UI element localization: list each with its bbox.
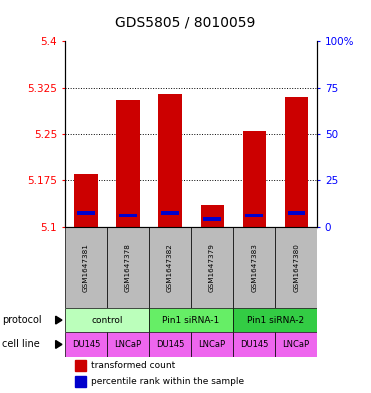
Bar: [246, 214, 263, 217]
Bar: [285, 97, 308, 227]
Text: DU145: DU145: [72, 340, 100, 349]
Bar: [75, 360, 86, 371]
Bar: [243, 131, 266, 227]
Text: LNCaP: LNCaP: [114, 340, 142, 349]
Bar: [275, 332, 317, 356]
Bar: [203, 217, 221, 220]
Bar: [161, 211, 179, 215]
Bar: [107, 227, 149, 308]
Bar: [116, 100, 139, 227]
Text: cell line: cell line: [2, 340, 40, 349]
Text: Pin1 siRNA-2: Pin1 siRNA-2: [247, 316, 304, 325]
Bar: [65, 227, 107, 308]
Bar: [65, 332, 107, 356]
Bar: [288, 211, 305, 215]
Bar: [65, 308, 149, 332]
Bar: [233, 227, 275, 308]
Text: GSM1647379: GSM1647379: [209, 243, 215, 292]
Bar: [74, 174, 98, 227]
Bar: [233, 332, 275, 356]
Text: GSM1647380: GSM1647380: [293, 243, 299, 292]
Bar: [191, 332, 233, 356]
Text: protocol: protocol: [2, 315, 42, 325]
Bar: [149, 227, 191, 308]
Text: GSM1647382: GSM1647382: [167, 243, 173, 292]
Bar: [75, 376, 86, 387]
Polygon shape: [56, 340, 62, 348]
Bar: [107, 332, 149, 356]
Bar: [158, 94, 181, 227]
Text: GSM1647383: GSM1647383: [251, 243, 257, 292]
Bar: [191, 227, 233, 308]
Text: percentile rank within the sample: percentile rank within the sample: [91, 377, 244, 386]
Bar: [119, 214, 137, 217]
Bar: [77, 211, 95, 215]
Text: DU145: DU145: [156, 340, 184, 349]
Bar: [149, 332, 191, 356]
Text: GSM1647381: GSM1647381: [83, 243, 89, 292]
Bar: [275, 227, 317, 308]
Text: DU145: DU145: [240, 340, 268, 349]
Text: transformed count: transformed count: [91, 361, 175, 370]
Text: control: control: [91, 316, 123, 325]
Text: LNCaP: LNCaP: [283, 340, 310, 349]
Text: GSM1647378: GSM1647378: [125, 243, 131, 292]
Text: Pin1 siRNA-1: Pin1 siRNA-1: [162, 316, 220, 325]
Bar: [200, 205, 224, 227]
Polygon shape: [56, 316, 62, 324]
Bar: [149, 308, 233, 332]
Text: LNCaP: LNCaP: [198, 340, 226, 349]
Bar: [233, 308, 317, 332]
Text: GDS5805 / 8010059: GDS5805 / 8010059: [115, 15, 256, 29]
